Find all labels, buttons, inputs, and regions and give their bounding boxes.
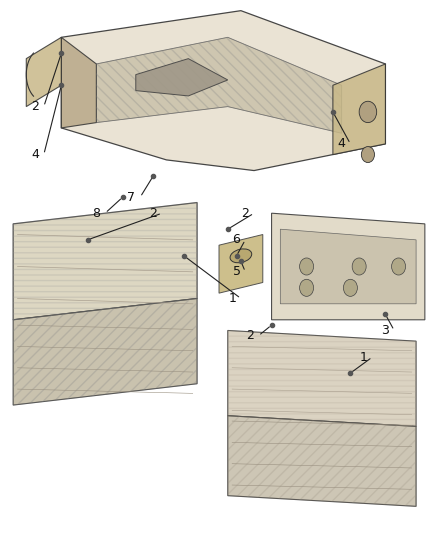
Polygon shape	[96, 37, 342, 133]
Text: 8: 8	[92, 207, 100, 220]
Text: 5: 5	[233, 265, 240, 278]
Text: 4: 4	[31, 148, 39, 161]
Circle shape	[352, 258, 366, 275]
Polygon shape	[272, 213, 425, 320]
Text: 4: 4	[338, 138, 346, 150]
Polygon shape	[228, 416, 416, 506]
Polygon shape	[136, 59, 228, 96]
Polygon shape	[13, 203, 197, 320]
Circle shape	[343, 279, 357, 296]
Text: 2: 2	[149, 207, 157, 220]
Circle shape	[300, 279, 314, 296]
Text: 6: 6	[233, 233, 240, 246]
Polygon shape	[280, 229, 416, 304]
Text: 2: 2	[246, 329, 254, 342]
Text: 7: 7	[127, 191, 135, 204]
Text: 2: 2	[241, 207, 249, 220]
Circle shape	[392, 258, 406, 275]
Text: 2: 2	[31, 100, 39, 113]
Polygon shape	[333, 64, 385, 155]
Polygon shape	[61, 37, 96, 128]
Polygon shape	[228, 330, 416, 426]
Polygon shape	[26, 37, 61, 107]
Text: 1: 1	[360, 351, 367, 364]
Circle shape	[300, 258, 314, 275]
Text: 1: 1	[228, 292, 236, 305]
Circle shape	[359, 101, 377, 123]
Text: 3: 3	[381, 324, 389, 337]
Polygon shape	[219, 235, 263, 293]
Polygon shape	[13, 298, 197, 405]
Ellipse shape	[230, 249, 252, 263]
Circle shape	[361, 147, 374, 163]
Polygon shape	[61, 11, 385, 171]
